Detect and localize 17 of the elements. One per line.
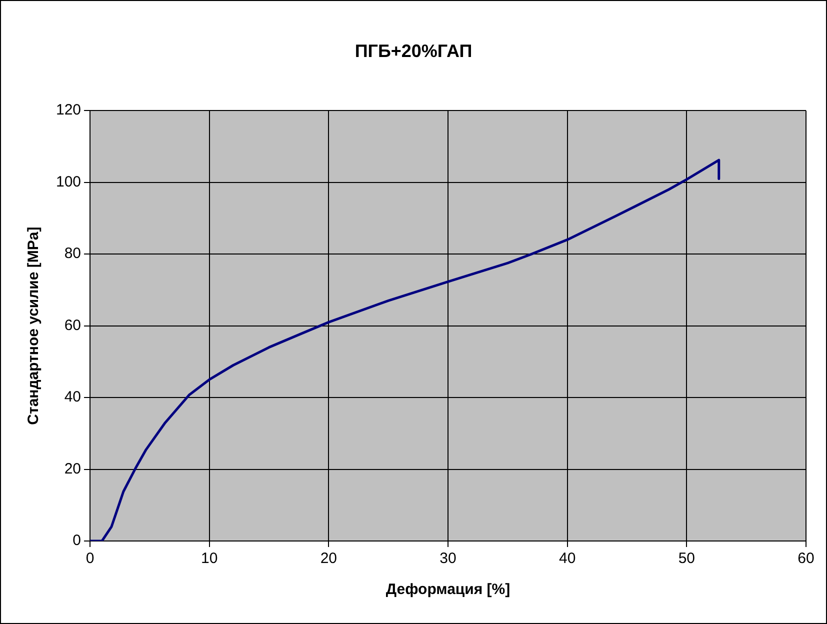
y-tick-label: 60 [64,316,82,334]
x-tick-label: 10 [201,550,218,568]
x-tick-label: 60 [798,550,814,568]
x-tick-label: 20 [320,550,338,568]
y-tick-label: 40 [64,388,82,406]
y-tick-label: 120 [56,102,82,119]
y-tick-label: 0 [72,532,82,550]
chart-title: ПГБ+20%ГАП [354,40,472,61]
x-axis-title: Деформация [%] [386,581,510,598]
y-tick-label: 20 [64,460,82,478]
x-tick-label: 0 [86,550,94,568]
y-axis-title: Стандартное усилие [MPa] [25,226,42,425]
x-tick-label: 50 [678,550,696,568]
x-tick-label: 40 [559,550,576,568]
y-tick-label: 100 [56,173,82,190]
y-tick-label: 80 [64,245,82,262]
x-tick-label: 30 [440,550,456,568]
